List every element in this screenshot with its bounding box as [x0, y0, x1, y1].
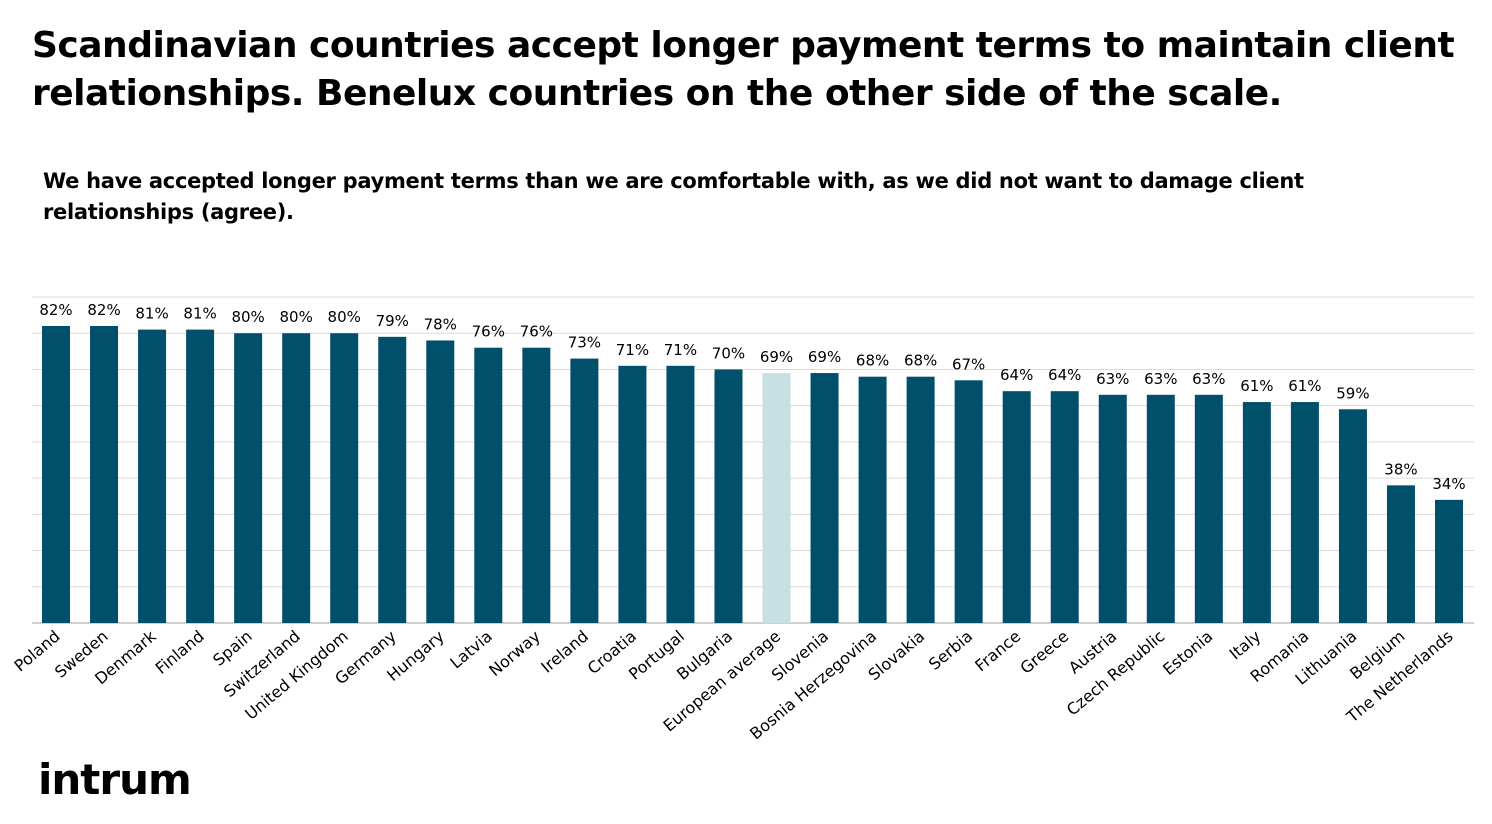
data-label-estonia: 63% — [1192, 370, 1225, 388]
bar-the-netherlands — [1435, 499, 1463, 623]
data-label-czech-republic: 63% — [1144, 370, 1177, 388]
bar-hungary — [426, 340, 455, 623]
data-label-portugal: 71% — [664, 341, 697, 359]
bar-belgium — [1386, 485, 1415, 623]
data-label-romania: 61% — [1288, 377, 1321, 395]
data-label-poland: 82% — [39, 301, 72, 319]
bar-ireland — [570, 358, 599, 623]
intrum-logo: intrum — [38, 755, 192, 804]
bar-bosnia-herzegovina — [858, 376, 887, 623]
category-label-estonia: Estonia — [1159, 627, 1216, 679]
bar-european-average — [762, 373, 791, 623]
bar-switzerland — [282, 333, 311, 623]
bar-lithuania — [1338, 409, 1367, 623]
category-label-norway: Norway — [485, 627, 544, 681]
data-label-spain: 80% — [231, 308, 264, 326]
data-label-latvia: 76% — [472, 323, 505, 341]
data-label-slovakia: 68% — [904, 352, 937, 370]
bar-greece — [1050, 391, 1079, 623]
bar-bulgaria — [714, 369, 743, 623]
data-label-ireland: 73% — [568, 334, 601, 352]
bar-italy — [1242, 402, 1271, 623]
bar-latvia — [474, 347, 503, 623]
bar-slovenia — [810, 373, 839, 623]
bar-poland — [42, 325, 70, 623]
gridlines — [32, 296, 1474, 588]
data-label-austria: 63% — [1096, 370, 1129, 388]
bar-denmark — [138, 329, 167, 623]
category-label-ireland: Ireland — [537, 627, 592, 677]
bar-estonia — [1194, 394, 1223, 623]
data-label-switzerland: 80% — [280, 308, 313, 326]
data-label-norway: 76% — [520, 323, 553, 341]
bar-germany — [378, 336, 407, 623]
category-label-serbia: Serbia — [925, 627, 976, 674]
bar-czech-republic — [1146, 394, 1175, 623]
category-label-finland: Finland — [152, 627, 208, 678]
data-label-serbia: 67% — [952, 355, 985, 373]
bar-united-kingdom — [330, 333, 359, 623]
data-label-italy: 61% — [1240, 377, 1273, 395]
bar-slovakia — [906, 376, 935, 623]
data-label-slovenia: 69% — [808, 348, 841, 366]
headline: Scandinavian countries accept longer pay… — [32, 25, 1455, 114]
category-label-greece: Greece — [1016, 627, 1072, 678]
bar-austria — [1098, 394, 1127, 623]
data-label-belgium: 38% — [1384, 460, 1417, 478]
data-label-hungary: 78% — [424, 315, 457, 333]
data-label-the-netherlands: 34% — [1432, 475, 1465, 493]
data-label-european-average: 69% — [760, 348, 793, 366]
bar-croatia — [618, 365, 647, 623]
data-label-bulgaria: 70% — [712, 344, 745, 362]
data-label-denmark: 81% — [135, 305, 168, 323]
data-label-bosnia-herzegovina: 68% — [856, 352, 889, 370]
bar-serbia — [954, 380, 983, 623]
bars — [42, 325, 1463, 623]
bar-romania — [1290, 402, 1319, 623]
data-label-france: 64% — [1000, 366, 1033, 384]
data-label-lithuania: 59% — [1336, 384, 1369, 402]
survey-question: We have accepted longer payment terms th… — [43, 169, 1304, 224]
data-labels: 82% 82% 81% 81% 80% 80% 80% 79% 78% 76% 76% 73% 71% 7… — [39, 301, 1465, 493]
data-label-germany: 79% — [376, 312, 409, 330]
data-label-finland: 81% — [183, 305, 216, 323]
category-label-italy: Italy — [1226, 627, 1265, 664]
bar-sweden — [90, 325, 119, 623]
bar-portugal — [666, 365, 695, 623]
bar-spain — [234, 333, 263, 623]
data-label-greece: 64% — [1048, 366, 1081, 384]
category-label-france: France — [971, 627, 1024, 676]
data-label-croatia: 71% — [616, 341, 649, 359]
data-label-united-kingdom: 80% — [328, 308, 361, 326]
bar-norway — [522, 347, 551, 623]
bar-finland — [186, 329, 215, 623]
bar-france — [1002, 391, 1031, 623]
data-label-sweden: 82% — [87, 301, 120, 319]
